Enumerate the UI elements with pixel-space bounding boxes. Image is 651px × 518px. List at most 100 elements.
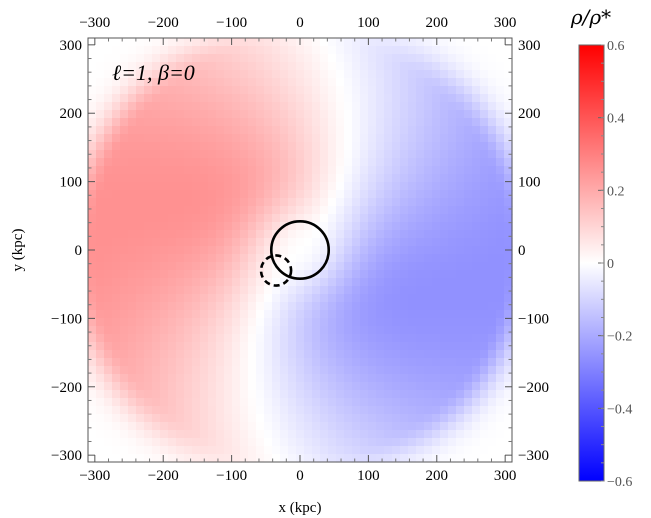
heatmap-cell xyxy=(192,406,201,415)
heatmap-cell xyxy=(440,342,449,351)
heatmap-cell xyxy=(104,182,113,191)
heatmap-cell xyxy=(192,142,201,151)
heatmap-cell xyxy=(128,254,137,263)
heatmap-cell xyxy=(200,334,209,343)
heatmap-cell xyxy=(496,46,505,55)
heatmap-cell xyxy=(256,438,265,447)
heatmap-cell xyxy=(176,214,185,223)
heatmap-cell xyxy=(128,62,137,71)
heatmap-cell xyxy=(432,358,441,367)
heatmap-cell xyxy=(144,366,153,375)
heatmap-cell xyxy=(128,190,137,199)
heatmap-cell xyxy=(376,262,385,271)
heatmap-cell xyxy=(240,94,249,103)
heatmap-cell xyxy=(464,342,473,351)
heatmap-cell xyxy=(376,430,385,439)
heatmap-cell xyxy=(472,214,481,223)
heatmap-cell xyxy=(376,422,385,431)
heatmap-cell xyxy=(424,446,433,455)
heatmap-cell xyxy=(440,382,449,391)
heatmap-cell xyxy=(280,318,289,327)
heatmap-cell xyxy=(424,382,433,391)
heatmap-cell xyxy=(136,262,145,271)
heatmap-cell xyxy=(504,150,513,159)
heatmap-cell xyxy=(448,318,457,327)
heatmap-cell xyxy=(136,238,145,247)
heatmap-cell xyxy=(256,302,265,311)
heatmap-cell xyxy=(256,382,265,391)
heatmap-cell xyxy=(472,414,481,423)
heatmap-cell xyxy=(384,206,393,215)
heatmap-cell xyxy=(464,38,473,47)
heatmap-cell xyxy=(104,158,113,167)
heatmap-cell xyxy=(136,102,145,111)
heatmap-cell xyxy=(352,54,361,63)
heatmap-cell xyxy=(248,406,257,415)
heatmap-cell xyxy=(360,398,369,407)
heatmap-cell xyxy=(88,350,97,359)
heatmap-cell xyxy=(392,454,401,463)
heatmap-cell xyxy=(288,286,297,295)
heatmap-cell xyxy=(256,326,265,335)
heatmap-cell xyxy=(256,150,265,159)
heatmap-cell xyxy=(432,382,441,391)
heatmap-cell xyxy=(120,254,129,263)
heatmap-cell xyxy=(304,230,313,239)
heatmap-cell xyxy=(304,438,313,447)
heatmap-cell xyxy=(304,366,313,375)
heatmap-cell xyxy=(296,102,305,111)
heatmap-cell xyxy=(440,214,449,223)
heatmap-cell xyxy=(368,70,377,79)
heatmap-cell xyxy=(88,406,97,415)
heatmap-cell xyxy=(432,126,441,135)
heatmap-cell xyxy=(216,142,225,151)
heatmap-cell xyxy=(464,54,473,63)
heatmap-cell xyxy=(216,102,225,111)
heatmap-cell xyxy=(136,278,145,287)
heatmap-cell xyxy=(328,222,337,231)
heatmap-cell xyxy=(352,310,361,319)
heatmap-cell xyxy=(416,374,425,383)
heatmap-cell xyxy=(296,254,305,263)
heatmap-cell xyxy=(416,142,425,151)
heatmap-cell xyxy=(400,446,409,455)
heatmap-cell xyxy=(456,238,465,247)
heatmap-cell xyxy=(232,70,241,79)
heatmap-cell xyxy=(200,214,209,223)
heatmap-cell xyxy=(240,70,249,79)
heatmap-cell xyxy=(112,278,121,287)
heatmap-cell xyxy=(456,326,465,335)
heatmap-cell xyxy=(440,142,449,151)
heatmap-cell xyxy=(112,230,121,239)
heatmap-cell xyxy=(96,70,105,79)
heatmap-cell xyxy=(360,390,369,399)
heatmap-cell xyxy=(312,238,321,247)
heatmap-cell xyxy=(248,62,257,71)
heatmap-cell xyxy=(488,374,497,383)
heatmap-cell xyxy=(272,70,281,79)
heatmap-cell xyxy=(464,238,473,247)
heatmap-cell xyxy=(280,78,289,87)
heatmap-cell xyxy=(280,430,289,439)
y-tick-label-left: 0 xyxy=(75,243,83,259)
heatmap-cell xyxy=(296,446,305,455)
y-tick-label-left: 200 xyxy=(60,106,83,122)
heatmap-cell xyxy=(488,446,497,455)
heatmap-cell xyxy=(504,278,513,287)
heatmap-cell xyxy=(104,446,113,455)
colorbar-tick-label: −0.6 xyxy=(607,475,632,490)
heatmap-cell xyxy=(144,278,153,287)
heatmap-cell xyxy=(176,198,185,207)
heatmap-cell xyxy=(128,294,137,303)
heatmap-cell xyxy=(96,94,105,103)
heatmap-cell xyxy=(160,358,169,367)
heatmap-cell xyxy=(208,62,217,71)
heatmap-cell xyxy=(320,310,329,319)
heatmap-cell xyxy=(472,190,481,199)
heatmap-cell xyxy=(432,54,441,63)
heatmap-cell xyxy=(496,278,505,287)
heatmap-cell xyxy=(296,390,305,399)
heatmap-cell xyxy=(176,270,185,279)
heatmap-cell xyxy=(128,358,137,367)
heatmap-cell xyxy=(288,398,297,407)
